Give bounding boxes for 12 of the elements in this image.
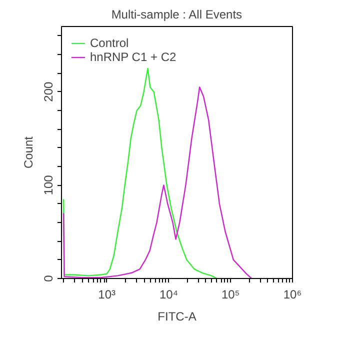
x-tick-label: 10⁵ <box>221 288 240 302</box>
y-tick-label: 0 <box>42 274 56 282</box>
x-axis-title: FITC-A <box>158 310 196 324</box>
legend-label: hnRNP C1 + C2 <box>90 50 176 64</box>
x-tick-label: 10⁴ <box>159 288 178 302</box>
y-axis-title: Count <box>22 136 36 169</box>
chart-title: Multi-sample : All Events <box>111 8 242 22</box>
y-tick-label: 100 <box>42 174 56 196</box>
x-tick-label: 10⁶ <box>283 288 302 302</box>
x-tick-label: 10³ <box>98 288 116 302</box>
y-tick-label: 200 <box>42 81 56 102</box>
legend-label: Control <box>90 36 129 50</box>
